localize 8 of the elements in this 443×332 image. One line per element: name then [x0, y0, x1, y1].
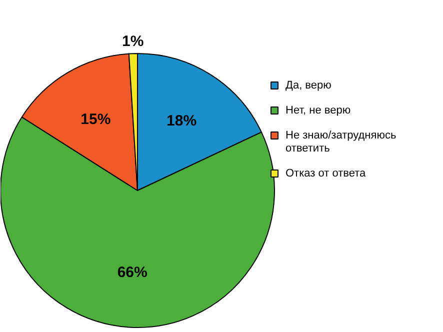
- legend-label: Отказ от ответа: [286, 168, 367, 180]
- data-label: 15%: [80, 111, 111, 128]
- legend-label: Нет, не верю: [286, 104, 351, 116]
- data-label: 1%: [122, 33, 144, 50]
- data-label: 66%: [117, 264, 148, 282]
- legend-label: Да, верю: [286, 80, 332, 92]
- legend-label: Не знаю/затрудняюсь ответить: [286, 130, 396, 154]
- data-label: 18%: [166, 112, 197, 130]
